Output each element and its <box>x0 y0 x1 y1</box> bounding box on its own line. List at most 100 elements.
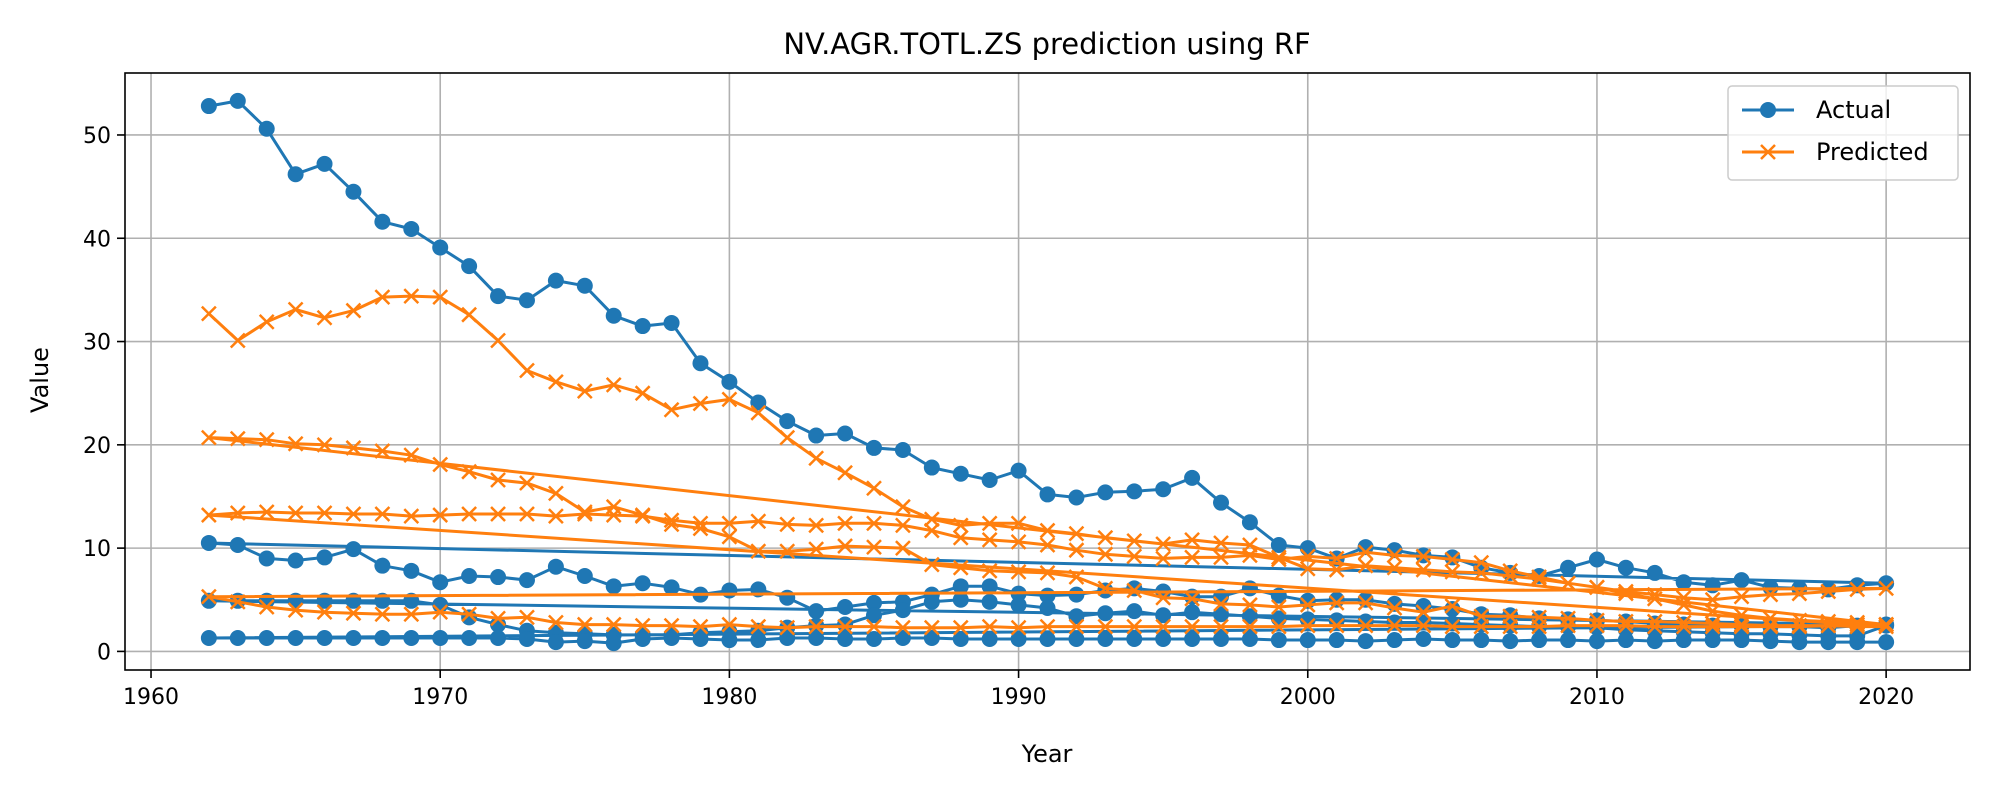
legend-predicted-marker <box>1760 144 1776 160</box>
data-point <box>634 508 651 524</box>
data-point <box>1270 632 1287 649</box>
data-point <box>1444 632 1461 649</box>
data-point <box>1357 539 1374 556</box>
data-point <box>1184 469 1201 486</box>
data-point <box>1097 631 1114 648</box>
x-tick-label: 1980 <box>701 685 757 710</box>
data-point <box>1704 615 1721 632</box>
data-point <box>895 517 911 534</box>
data-point <box>1357 544 1374 561</box>
data-point <box>1704 632 1721 649</box>
data-point <box>258 550 275 567</box>
data-point <box>865 607 882 624</box>
data-point <box>1126 603 1143 620</box>
data-point <box>923 629 940 646</box>
data-point <box>605 635 622 652</box>
legend: Actual Predicted <box>1727 85 1959 181</box>
legend-predicted-label: Predicted <box>1816 138 1929 166</box>
data-point <box>374 213 391 230</box>
data-point <box>490 569 507 586</box>
data-point <box>1849 616 1866 633</box>
x-tick-label: 1970 <box>412 685 468 710</box>
data-point <box>1357 633 1374 650</box>
data-point <box>1704 591 1721 608</box>
data-point <box>923 619 940 636</box>
data-point <box>576 277 593 294</box>
data-point <box>316 604 333 621</box>
data-point <box>229 629 246 646</box>
data-point <box>1589 612 1605 629</box>
data-point <box>287 505 304 521</box>
data-point <box>865 594 882 611</box>
data-point <box>981 631 998 648</box>
data-point <box>1502 568 1519 584</box>
data-point <box>1646 590 1663 607</box>
data-point <box>837 425 854 442</box>
data-point <box>287 629 304 646</box>
data-point <box>1299 560 1316 577</box>
data-point <box>1242 597 1258 613</box>
data-point <box>1357 617 1374 634</box>
data-point <box>548 485 564 502</box>
data-point <box>1242 547 1258 564</box>
data-point <box>547 558 564 575</box>
data-point <box>1415 631 1432 648</box>
data-point <box>981 515 998 532</box>
data-point <box>1617 583 1634 600</box>
data-point <box>981 578 998 595</box>
data-point <box>1820 583 1837 600</box>
data-point <box>1155 607 1172 624</box>
data-point <box>779 413 796 430</box>
data-point <box>634 575 651 592</box>
data-point <box>808 450 825 467</box>
data-point <box>229 593 246 610</box>
data-point <box>952 465 969 482</box>
data-point <box>1849 618 1866 635</box>
data-point <box>316 309 333 326</box>
data-point <box>808 541 825 558</box>
data-point <box>1010 462 1027 479</box>
data-point <box>519 475 535 491</box>
data-point <box>316 155 333 172</box>
grid-lines <box>125 73 1970 670</box>
data-point <box>779 516 796 533</box>
data-point <box>663 629 680 646</box>
data-point <box>461 606 478 623</box>
data-point <box>1299 617 1316 634</box>
data-point <box>1213 549 1229 566</box>
series-predicted <box>200 288 1895 636</box>
data-point <box>1097 484 1114 501</box>
x-tick-label: 2000 <box>1280 685 1336 710</box>
data-point <box>1010 515 1027 532</box>
data-point <box>1675 614 1692 631</box>
data-point <box>1444 618 1461 635</box>
legend-actual-marker <box>1760 102 1776 118</box>
data-point <box>1820 634 1837 651</box>
data-point <box>1820 613 1837 630</box>
data-point <box>866 618 882 635</box>
x-tick-label: 1960 <box>123 685 179 710</box>
data-point <box>866 480 882 497</box>
y-tick-label: 50 <box>83 124 111 149</box>
data-point <box>1531 632 1548 649</box>
data-point <box>923 522 940 539</box>
data-point <box>1502 562 1519 579</box>
data-point <box>374 289 391 306</box>
data-point <box>1473 554 1490 571</box>
data-point <box>1560 610 1576 627</box>
data-point <box>374 506 391 522</box>
data-point <box>1675 589 1692 606</box>
data-point <box>229 92 246 109</box>
data-point <box>1299 540 1316 557</box>
data-point <box>663 512 680 529</box>
data-point <box>1444 563 1461 580</box>
data-point <box>1415 548 1432 565</box>
x-axis-label: Year <box>1021 740 1073 768</box>
data-point <box>1155 589 1172 606</box>
data-point <box>518 292 535 309</box>
data-point <box>200 98 217 115</box>
data-point <box>490 629 507 646</box>
data-point <box>200 534 217 551</box>
data-point <box>1299 632 1316 649</box>
